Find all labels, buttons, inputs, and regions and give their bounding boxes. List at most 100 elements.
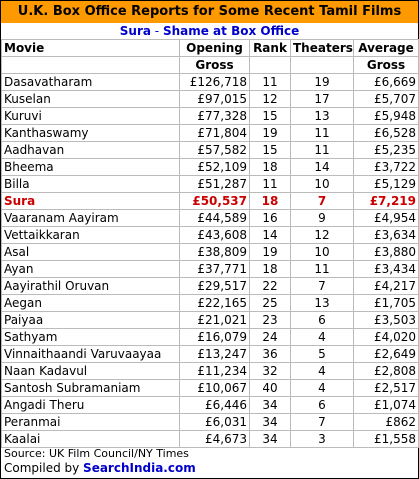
cell-rank: 19 — [249, 124, 291, 142]
cell-average-gross: £6,669 — [353, 73, 419, 91]
cell-rank: 16 — [249, 209, 291, 227]
cell-opening-gross: £13,247 — [179, 345, 250, 363]
cell-movie: Sathyam — [1, 328, 180, 346]
cell-theaters: 19 — [290, 73, 354, 91]
cell-movie: Kuruvi — [1, 107, 180, 125]
cell-rank: 32 — [249, 362, 291, 380]
cell-movie: Aayirathil Oruvan — [1, 277, 180, 295]
cell-rank: 34 — [249, 396, 291, 414]
cell-average-gross: £862 — [353, 413, 419, 431]
cell-movie: Asal — [1, 243, 180, 261]
cell-average-gross: £1,074 — [353, 396, 419, 414]
cell-theaters: 13 — [290, 107, 354, 125]
chart-title: U.K. Box Office Reports for Some Recent … — [1, 1, 418, 23]
table-row: Billa £51,287 11 10 £5,129 — [1, 175, 419, 193]
cell-rank: 24 — [249, 328, 291, 346]
cell-opening-gross: £4,673 — [179, 430, 250, 448]
table-row: Paiyaa £21,021 23 6 £3,503 — [1, 311, 419, 329]
cell-average-gross: £5,235 — [353, 141, 419, 159]
cell-opening-gross: £16,079 — [179, 328, 250, 346]
cell-theaters: 6 — [290, 396, 354, 414]
cell-average-gross: £5,707 — [353, 90, 419, 108]
cell-opening-gross: £11,234 — [179, 362, 250, 380]
cell-opening-gross: £50,537 — [179, 192, 250, 210]
cell-rank: 18 — [249, 192, 291, 210]
cell-theaters: 11 — [290, 124, 354, 142]
cell-theaters: 11 — [290, 260, 354, 278]
header-average-gross: Gross — [353, 56, 419, 74]
header-average: Average — [353, 39, 419, 57]
chart-subtitle: Sura - Shame at Box Office — [1, 23, 418, 39]
cell-movie: Kanthaswamy — [1, 124, 180, 142]
cell-opening-gross: £10,067 — [179, 379, 250, 397]
table-body: Dasavatharam £126,718 11 19 £6,669 Kuselan £97… — [1, 73, 419, 448]
cell-average-gross: £2,808 — [353, 362, 419, 380]
cell-theaters: 10 — [290, 243, 354, 261]
table-row: Aadhavan £57,582 15 11 £5,235 — [1, 141, 419, 159]
cell-theaters: 6 — [290, 311, 354, 329]
cell-theaters: 4 — [290, 379, 354, 397]
cell-rank: 18 — [249, 260, 291, 278]
subtitle-film: Sura — [119, 24, 151, 38]
cell-average-gross: £3,634 — [353, 226, 419, 244]
cell-average-gross: £3,880 — [353, 243, 419, 261]
cell-movie: Ayan — [1, 260, 180, 278]
cell-theaters: 5 — [290, 345, 354, 363]
cell-theaters: 11 — [290, 141, 354, 159]
cell-average-gross: £2,649 — [353, 345, 419, 363]
table-row: Asal £38,809 19 10 £3,880 — [1, 243, 419, 261]
header-opening-gross: Gross — [179, 56, 250, 74]
cell-opening-gross: £6,446 — [179, 396, 250, 414]
cell-opening-gross: £22,165 — [179, 294, 250, 312]
cell-theaters: 7 — [290, 413, 354, 431]
cell-opening-gross: £38,809 — [179, 243, 250, 261]
cell-opening-gross: £77,328 — [179, 107, 250, 125]
cell-average-gross: £3,503 — [353, 311, 419, 329]
header-opening: Opening — [179, 39, 250, 57]
source-note: Source: UK Film Council/NY Times — [4, 447, 189, 460]
table-row: Aegan £22,165 25 13 £1,705 — [1, 294, 419, 312]
cell-opening-gross: £52,109 — [179, 158, 250, 176]
cell-opening-gross: £43,608 — [179, 226, 250, 244]
cell-movie: Vaaranam Aayiram — [1, 209, 180, 227]
cell-average-gross: £4,954 — [353, 209, 419, 227]
cell-rank: 36 — [249, 345, 291, 363]
cell-movie: Aadhavan — [1, 141, 180, 159]
compiled-by: Compiled by SearchIndia.com — [4, 461, 196, 475]
cell-movie: Angadi Theru — [1, 396, 180, 414]
table-row: Kuselan £97,015 12 17 £5,707 — [1, 90, 419, 108]
table-row: Ayan £37,771 18 11 £3,434 — [1, 260, 419, 278]
cell-rank: 25 — [249, 294, 291, 312]
table-row: Kanthaswamy £71,804 19 11 £6,528 — [1, 124, 419, 142]
cell-theaters: 4 — [290, 362, 354, 380]
cell-rank: 40 — [249, 379, 291, 397]
box-office-table: Movie Opening Rank Theaters Average Gros… — [1, 39, 419, 448]
cell-theaters: 17 — [290, 90, 354, 108]
cell-movie: Peranmai — [1, 413, 180, 431]
cell-average-gross: £1,705 — [353, 294, 419, 312]
cell-theaters: 9 — [290, 209, 354, 227]
cell-average-gross: £3,722 — [353, 158, 419, 176]
cell-movie: Bheema — [1, 158, 180, 176]
table-row: Vaaranam Aayiram £44,589 16 9 £4,954 — [1, 209, 419, 227]
table-row: Angadi Theru £6,446 34 6 £1,074 — [1, 396, 419, 414]
table-row: Naan Kadavul £11,234 32 4 £2,808 — [1, 362, 419, 380]
cell-movie: Santosh Subramaniam — [1, 379, 180, 397]
header-theaters: Theaters — [290, 39, 354, 57]
cell-opening-gross: £71,804 — [179, 124, 250, 142]
table-row: Sathyam £16,079 24 4 £4,020 — [1, 328, 419, 346]
cell-opening-gross: £37,771 — [179, 260, 250, 278]
cell-rank: 34 — [249, 413, 291, 431]
cell-rank: 14 — [249, 226, 291, 244]
cell-opening-gross: £29,517 — [179, 277, 250, 295]
table-row: Aayirathil Oruvan £29,517 22 7 £4,217 — [1, 277, 419, 295]
header-row-2: Gross Gross — [1, 56, 419, 74]
table-row: Kuruvi £77,328 15 13 £5,948 — [1, 107, 419, 125]
cell-average-gross: £4,217 — [353, 277, 419, 295]
cell-opening-gross: £126,718 — [179, 73, 250, 91]
cell-movie: Kuselan — [1, 90, 180, 108]
cell-movie: Vettaikkaran — [1, 226, 180, 244]
cell-rank: 19 — [249, 243, 291, 261]
cell-opening-gross: £57,582 — [179, 141, 250, 159]
